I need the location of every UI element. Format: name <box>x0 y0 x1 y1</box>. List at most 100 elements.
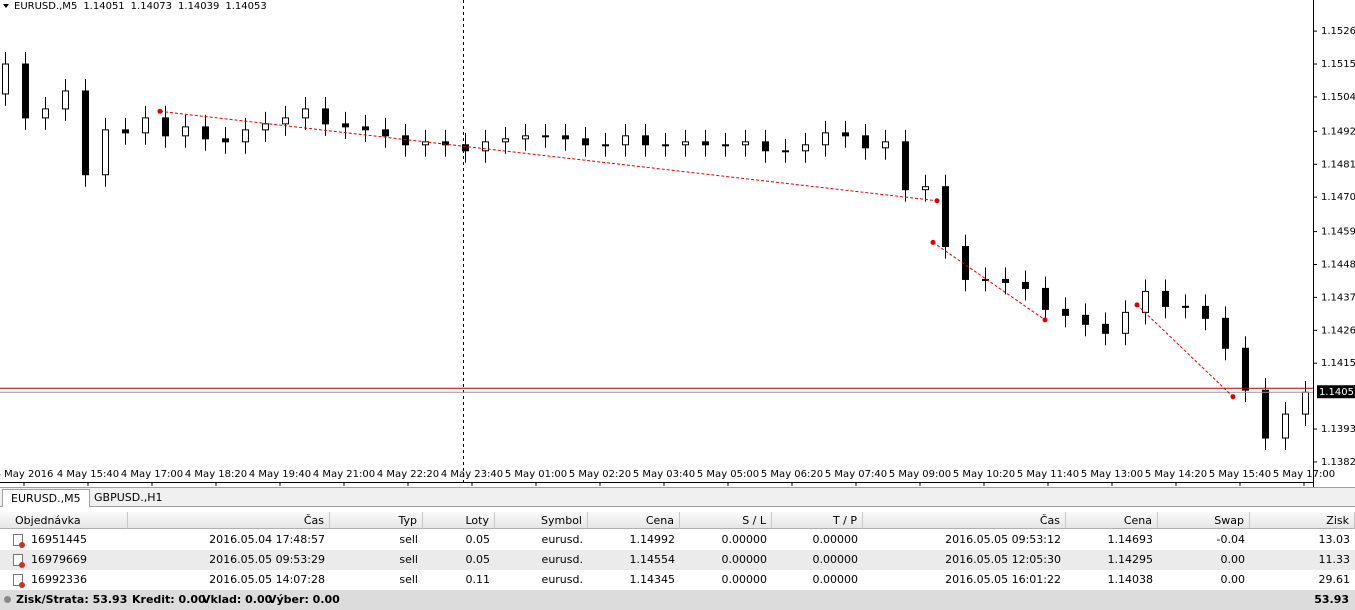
x-tick-label: 5 May 02:20 <box>569 469 631 480</box>
candle-body <box>602 144 609 147</box>
candle-body <box>222 138 229 143</box>
x-tick-label: 5 May 01:00 <box>505 469 567 480</box>
table-cell: 1.14554 <box>629 553 676 566</box>
status-dot <box>4 596 11 603</box>
table-cell: sell <box>399 553 418 566</box>
candle-body <box>762 141 769 152</box>
candle-body <box>162 117 169 137</box>
candle-body <box>622 135 629 146</box>
table-cell: 0.00000 <box>721 553 768 566</box>
y-tick-label: 1.15260 <box>1321 26 1355 37</box>
y-tick-label: 1.15150 <box>1321 59 1355 70</box>
candle-body <box>502 138 509 143</box>
column-header[interactable]: Čas <box>863 512 1066 529</box>
candle-body <box>1262 389 1269 439</box>
candle-body <box>802 144 809 152</box>
row-bg <box>0 530 1355 550</box>
column-header[interactable]: S / L <box>680 512 772 529</box>
table-cell: 2016.05.05 14:07:28 <box>209 573 325 586</box>
table-cell: sell <box>399 573 418 586</box>
table-cell: 2016.05.04 17:48:57 <box>209 533 325 546</box>
candle-body <box>582 138 589 146</box>
column-header[interactable]: T / P <box>772 512 863 529</box>
chart-tab[interactable]: EURUSD.,M5 <box>2 489 90 507</box>
table-cell: 0.00000 <box>721 533 768 546</box>
summary-item: Zisk/Strata: 53.93 <box>16 593 128 606</box>
candle-body <box>1082 314 1089 325</box>
y-tick-label: 1.14150 <box>1321 358 1355 369</box>
summary-item: Vklad: 0.00 <box>202 593 273 606</box>
candle-body <box>1282 413 1289 439</box>
column-header[interactable]: Objednávka <box>10 512 128 529</box>
candle-body <box>782 150 789 153</box>
table-cell: 1.14693 <box>1107 533 1154 546</box>
column-header[interactable]: Cena <box>588 512 680 529</box>
candle-body <box>1062 308 1069 316</box>
x-tick-label: 5 May 06:20 <box>761 469 823 480</box>
trade-line <box>1136 304 1234 398</box>
table-cell: 0.05 <box>465 553 491 566</box>
table-cell: 0.00000 <box>812 553 859 566</box>
table-cell: 29.61 <box>1318 573 1351 586</box>
candle-body <box>302 108 309 119</box>
candle-body <box>1042 287 1049 310</box>
y-tick-label: 1.14925 <box>1321 126 1355 137</box>
candle-body <box>402 135 409 146</box>
candle-body <box>122 129 129 134</box>
column-header[interactable]: Typ <box>330 512 423 529</box>
table-cell: -0.04 <box>1216 533 1245 546</box>
y-tick-label: 1.15040 <box>1321 92 1355 103</box>
table-cell: 1.14345 <box>629 573 676 586</box>
x-tick-label: 5 May 14:20 <box>1145 469 1207 480</box>
column-header[interactable]: Swap <box>1158 512 1250 529</box>
candle-body <box>1242 347 1249 391</box>
candle-body <box>1182 305 1189 308</box>
row-bg <box>0 550 1355 570</box>
candle-body <box>562 135 569 140</box>
trade-open <box>157 108 163 114</box>
table-cell: 2016.05.05 16:01:22 <box>945 573 1061 586</box>
column-header[interactable]: Čas <box>128 512 330 529</box>
candle-body <box>182 126 189 137</box>
menu-arrow[interactable] <box>3 4 9 8</box>
candle-body <box>742 141 749 146</box>
candle-body <box>342 123 349 128</box>
candle-body <box>282 117 289 125</box>
table-cell: 1.14992 <box>629 533 676 546</box>
table-cell: eurusd. <box>541 573 583 586</box>
trade-close <box>1230 394 1236 400</box>
table-cell: 0.00 <box>1220 573 1246 586</box>
candle-body <box>1162 290 1169 307</box>
x-tick-label: 5 May 13:00 <box>1081 469 1143 480</box>
quote-value: 1.14053 <box>225 1 266 12</box>
table-cell: 2016.05.05 09:53:29 <box>209 553 325 566</box>
table-cell: 0.00 <box>1220 553 1246 566</box>
x-tick-label: 5 May 15:40 <box>1209 469 1271 480</box>
y-tick-label: 1.14815 <box>1321 159 1355 170</box>
candle-body <box>822 132 829 146</box>
column-header[interactable]: Symbol <box>495 512 588 529</box>
y-tick-label: 1.14480 <box>1321 259 1355 270</box>
symbol: EURUSD.,M5 <box>14 1 77 12</box>
candle-body <box>1102 323 1109 334</box>
table-cell: 1.14295 <box>1107 553 1154 566</box>
trade-open <box>1134 302 1140 308</box>
candle-body <box>242 129 249 143</box>
chart-tab[interactable]: GBPUSD.,H1 <box>94 491 163 504</box>
column-header[interactable]: Loty <box>423 512 495 529</box>
table-cell: 0.00000 <box>721 573 768 586</box>
table-cell: 16979669 <box>31 553 87 566</box>
candle-body <box>462 144 469 152</box>
trade-line <box>159 110 938 202</box>
candle-body <box>102 129 109 176</box>
column-header[interactable]: Zisk <box>1250 512 1355 529</box>
y-tick-label: 1.14370 <box>1321 292 1355 303</box>
column-header[interactable]: Cena <box>1066 512 1158 529</box>
candle-body <box>142 117 149 134</box>
table-cell: 1.14038 <box>1107 573 1154 586</box>
x-tick-label: 4 May 18:20 <box>185 469 247 480</box>
candle-body <box>1142 290 1149 313</box>
x-tick-label: 4 May 15:40 <box>57 469 119 480</box>
candle-body <box>982 278 989 281</box>
